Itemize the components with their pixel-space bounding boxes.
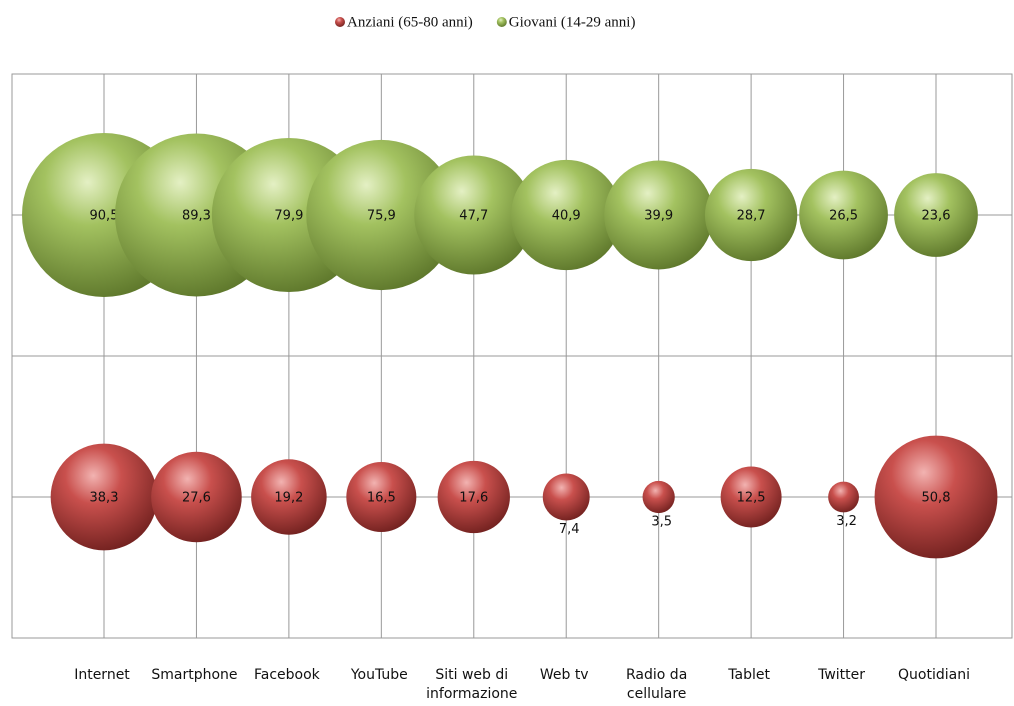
data-label: 79,9 [274,209,303,224]
bubble [642,480,675,514]
bubble [306,139,457,291]
bubble [542,473,590,521]
bubble [704,168,798,262]
data-label: 19,2 [274,491,303,506]
legend-label: Anziani (65-80 anni) [347,14,473,30]
bubble [604,160,714,270]
bubble [414,155,534,275]
legend-label: Giovani (14-29 anni) [509,14,636,30]
data-label: 3,2 [836,514,857,529]
data-label: 27,6 [182,491,211,506]
data-label: 12,5 [737,491,766,506]
x-tick-label: Web tv [539,667,589,683]
data-label: 50,8 [922,491,951,506]
bubble [874,435,998,559]
bubble [828,481,859,513]
data-label: 90,5 [90,209,119,224]
data-label: 3,5 [651,515,672,530]
data-label: 38,3 [90,491,119,506]
bubble [720,466,782,528]
x-tick-label: Internet [74,667,130,683]
data-label: 28,7 [737,209,766,224]
bubble [894,173,978,257]
data-label: 75,9 [367,209,396,224]
x-tick-label: Siti web di informazione [426,667,518,702]
bubble [799,170,888,260]
data-label: 26,5 [829,209,858,224]
bubble [50,443,158,551]
data-label: 47,7 [459,209,488,224]
data-label: 7,4 [559,522,580,537]
x-tick-label: YouTube [350,667,408,683]
data-label: 17,6 [459,491,488,506]
x-tick-label: Twitter [818,667,865,683]
bubble [346,461,417,533]
x-tick-label: Quotidiani [898,667,970,683]
bubble [151,451,242,543]
x-tick-label: Smartphone [151,667,238,683]
data-label: 16,5 [367,491,396,506]
data-label: 39,9 [644,209,673,224]
bubble [437,460,510,534]
legend-marker [335,17,345,27]
x-tick-label: Radio da cellulare [626,667,688,702]
data-label: 23,6 [922,209,951,224]
data-label: 89,3 [182,209,211,224]
bubble [511,159,622,271]
data-label: 40,9 [552,209,581,224]
legend: Anziani (65-80 anni) Giovani (14-29 anni) [335,14,635,30]
bubble [251,459,327,535]
legend-marker [496,17,507,27]
x-tick-label: Facebook [253,667,320,683]
x-tick-label: Tablet [728,667,770,683]
